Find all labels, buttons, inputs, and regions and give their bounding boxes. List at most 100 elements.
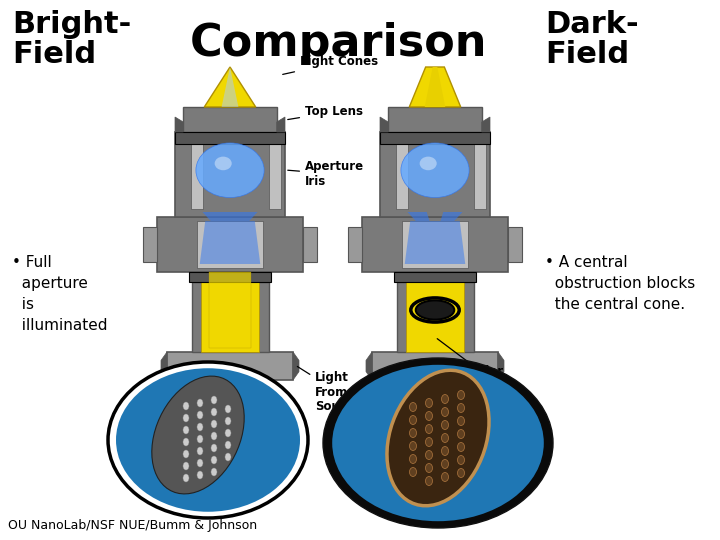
- Ellipse shape: [225, 417, 231, 425]
- FancyBboxPatch shape: [184, 107, 276, 132]
- FancyBboxPatch shape: [372, 352, 498, 380]
- FancyBboxPatch shape: [397, 282, 474, 352]
- Polygon shape: [202, 212, 258, 221]
- Ellipse shape: [457, 429, 464, 438]
- Polygon shape: [380, 117, 388, 132]
- FancyBboxPatch shape: [175, 132, 285, 144]
- Ellipse shape: [197, 411, 203, 419]
- Ellipse shape: [211, 432, 217, 440]
- Polygon shape: [441, 212, 462, 221]
- Ellipse shape: [211, 468, 217, 476]
- Ellipse shape: [401, 143, 469, 198]
- Polygon shape: [498, 352, 504, 380]
- Ellipse shape: [332, 365, 544, 521]
- Ellipse shape: [183, 450, 189, 458]
- Polygon shape: [293, 352, 299, 380]
- Ellipse shape: [197, 435, 203, 443]
- Text: Spider: Spider: [437, 339, 503, 379]
- FancyBboxPatch shape: [167, 352, 293, 380]
- Ellipse shape: [197, 471, 203, 479]
- FancyBboxPatch shape: [380, 132, 490, 144]
- Ellipse shape: [457, 456, 464, 464]
- FancyBboxPatch shape: [402, 221, 468, 268]
- Polygon shape: [222, 67, 238, 107]
- Ellipse shape: [410, 402, 416, 411]
- Text: Dark-
Field: Dark- Field: [545, 10, 639, 69]
- Ellipse shape: [426, 450, 433, 460]
- FancyBboxPatch shape: [209, 272, 251, 348]
- Ellipse shape: [225, 441, 231, 449]
- Polygon shape: [175, 117, 184, 132]
- Ellipse shape: [441, 460, 449, 469]
- Ellipse shape: [196, 143, 264, 198]
- Ellipse shape: [426, 476, 433, 485]
- Ellipse shape: [197, 459, 203, 467]
- FancyBboxPatch shape: [362, 217, 508, 272]
- Ellipse shape: [183, 402, 189, 410]
- FancyBboxPatch shape: [380, 132, 490, 217]
- Ellipse shape: [410, 442, 416, 450]
- Ellipse shape: [183, 474, 189, 482]
- Text: Comparison: Comparison: [189, 22, 487, 65]
- Text: Top Lens: Top Lens: [288, 105, 363, 119]
- Ellipse shape: [183, 462, 189, 470]
- Text: Aperture
Iris: Aperture Iris: [288, 160, 364, 188]
- FancyBboxPatch shape: [303, 227, 317, 262]
- Ellipse shape: [441, 421, 449, 429]
- Ellipse shape: [197, 423, 203, 431]
- Ellipse shape: [426, 463, 433, 472]
- Ellipse shape: [197, 399, 203, 407]
- FancyBboxPatch shape: [191, 140, 203, 209]
- Ellipse shape: [410, 468, 416, 476]
- Ellipse shape: [441, 408, 449, 416]
- Ellipse shape: [211, 444, 217, 452]
- Ellipse shape: [225, 453, 231, 461]
- Polygon shape: [161, 352, 167, 380]
- FancyBboxPatch shape: [394, 272, 476, 282]
- Ellipse shape: [183, 426, 189, 434]
- Ellipse shape: [441, 434, 449, 442]
- Ellipse shape: [457, 442, 464, 451]
- Ellipse shape: [457, 403, 464, 413]
- Polygon shape: [366, 352, 372, 380]
- FancyBboxPatch shape: [474, 140, 486, 209]
- Polygon shape: [409, 67, 461, 107]
- Ellipse shape: [211, 408, 217, 416]
- Ellipse shape: [441, 395, 449, 403]
- Ellipse shape: [183, 414, 189, 422]
- Ellipse shape: [426, 411, 433, 421]
- FancyBboxPatch shape: [197, 221, 263, 268]
- FancyBboxPatch shape: [189, 272, 271, 282]
- FancyBboxPatch shape: [192, 282, 269, 352]
- Ellipse shape: [211, 396, 217, 404]
- Text: OU NanoLab/NSF NUE/Bumm & Johnson: OU NanoLab/NSF NUE/Bumm & Johnson: [8, 519, 257, 532]
- FancyBboxPatch shape: [157, 217, 303, 272]
- Polygon shape: [387, 370, 489, 506]
- Text: Light
From
Source: Light From Source: [297, 367, 361, 414]
- Polygon shape: [408, 212, 430, 221]
- Ellipse shape: [108, 362, 308, 518]
- FancyBboxPatch shape: [348, 227, 362, 262]
- Ellipse shape: [410, 455, 416, 463]
- Ellipse shape: [410, 415, 416, 424]
- FancyBboxPatch shape: [396, 140, 408, 209]
- Ellipse shape: [420, 157, 437, 170]
- Ellipse shape: [211, 456, 217, 464]
- Text: Light Cones: Light Cones: [283, 56, 378, 75]
- Text: Bright-
Field: Bright- Field: [12, 10, 131, 69]
- FancyBboxPatch shape: [175, 132, 285, 217]
- FancyBboxPatch shape: [143, 227, 157, 262]
- FancyBboxPatch shape: [388, 107, 482, 132]
- Ellipse shape: [183, 438, 189, 446]
- Ellipse shape: [197, 447, 203, 455]
- Ellipse shape: [225, 429, 231, 437]
- Ellipse shape: [441, 472, 449, 482]
- Ellipse shape: [116, 368, 300, 512]
- Ellipse shape: [457, 416, 464, 426]
- Ellipse shape: [323, 358, 553, 528]
- FancyBboxPatch shape: [269, 140, 281, 209]
- Ellipse shape: [426, 424, 433, 434]
- Ellipse shape: [215, 157, 232, 170]
- Ellipse shape: [441, 447, 449, 456]
- Ellipse shape: [211, 420, 217, 428]
